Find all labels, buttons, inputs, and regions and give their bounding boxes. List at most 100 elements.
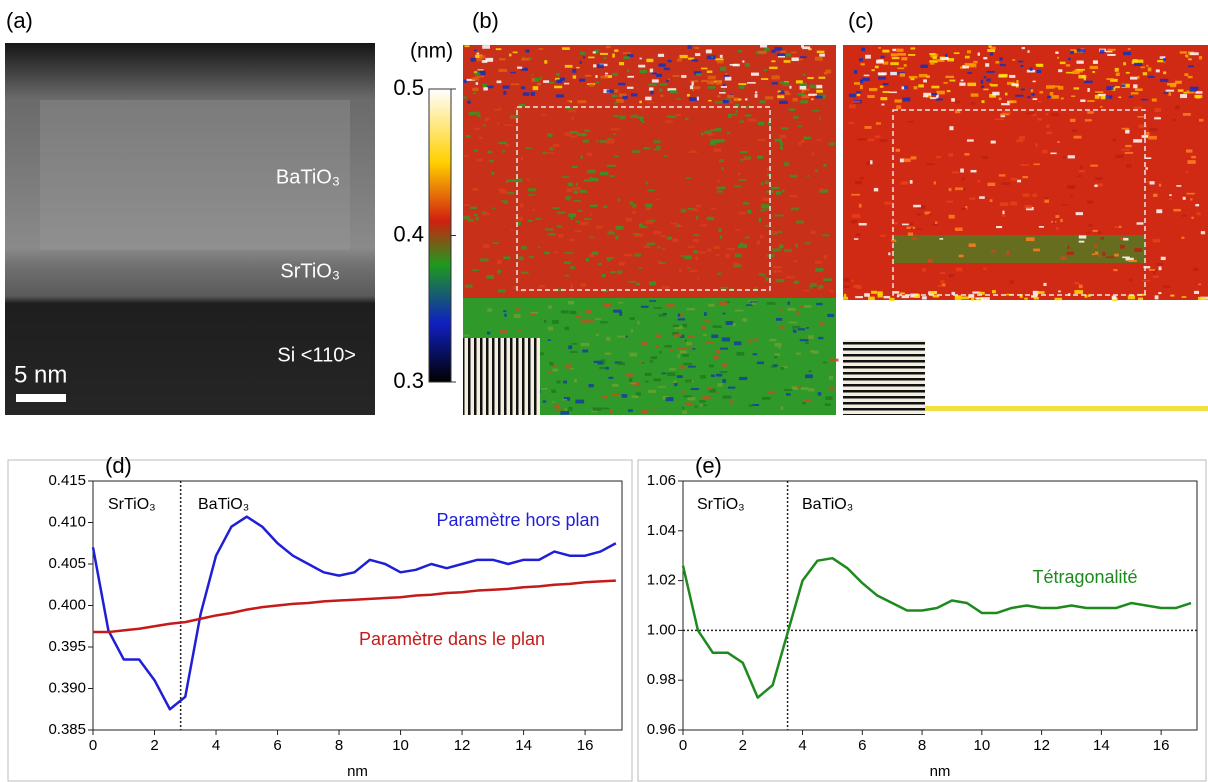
texture xyxy=(1136,59,1144,64)
texture xyxy=(871,290,878,294)
texture xyxy=(776,317,783,321)
texture xyxy=(547,233,556,236)
texture xyxy=(1083,77,1086,81)
texture xyxy=(933,181,936,185)
texture xyxy=(577,209,583,213)
texture xyxy=(552,401,555,404)
texture xyxy=(717,383,723,387)
texture xyxy=(688,97,697,101)
texture xyxy=(663,67,670,71)
texture xyxy=(576,220,580,224)
texture xyxy=(766,168,770,171)
texture xyxy=(502,149,505,153)
texture xyxy=(1043,197,1049,200)
texture xyxy=(1191,216,1194,219)
texture xyxy=(552,365,557,368)
texture xyxy=(1060,97,1064,100)
panel-label: (a) xyxy=(6,8,33,33)
texture xyxy=(1155,69,1160,73)
texture xyxy=(674,325,683,330)
texture xyxy=(678,313,683,317)
x-tick-label: 10 xyxy=(392,737,409,754)
texture xyxy=(611,89,619,93)
texture xyxy=(475,82,479,85)
texture xyxy=(764,47,770,51)
texture xyxy=(873,187,879,192)
texture xyxy=(870,296,875,301)
texture xyxy=(1181,214,1187,217)
texture xyxy=(669,90,678,94)
texture xyxy=(1177,89,1184,92)
texture xyxy=(634,253,641,257)
texture xyxy=(610,271,616,274)
texture xyxy=(998,174,1006,177)
texture xyxy=(932,56,937,60)
texture xyxy=(772,248,782,252)
texture xyxy=(486,274,494,279)
texture xyxy=(733,264,742,268)
texture xyxy=(779,325,785,329)
texture xyxy=(498,68,508,72)
texture xyxy=(463,79,468,83)
texture xyxy=(1051,112,1059,117)
texture xyxy=(744,236,750,239)
texture xyxy=(940,57,949,61)
texture xyxy=(718,301,728,306)
texture xyxy=(727,248,735,251)
texture xyxy=(483,244,490,249)
texture xyxy=(858,203,862,208)
texture xyxy=(769,232,778,235)
texture xyxy=(1071,129,1078,133)
texture xyxy=(527,194,535,196)
texture xyxy=(774,138,782,142)
texture xyxy=(725,321,734,325)
texture xyxy=(981,156,989,159)
texture xyxy=(715,81,722,85)
texture xyxy=(740,242,744,246)
texture xyxy=(525,49,530,53)
texture xyxy=(774,342,782,347)
texture xyxy=(485,57,494,62)
texture xyxy=(692,239,699,243)
texture xyxy=(1159,56,1166,59)
texture xyxy=(517,330,522,333)
texture xyxy=(882,90,890,93)
texture xyxy=(706,216,715,221)
texture xyxy=(715,58,724,61)
texture xyxy=(878,76,887,80)
texture xyxy=(568,345,573,350)
texture xyxy=(751,302,757,305)
texture xyxy=(923,79,927,83)
texture xyxy=(1125,129,1130,134)
texture xyxy=(1012,59,1016,61)
texture xyxy=(538,284,545,288)
texture xyxy=(802,88,810,92)
texture xyxy=(819,117,822,120)
texture xyxy=(570,266,575,269)
texture xyxy=(463,155,469,158)
texture xyxy=(822,234,829,237)
texture xyxy=(1153,271,1156,275)
texture xyxy=(674,382,678,387)
texture xyxy=(699,375,707,379)
texture xyxy=(588,383,594,388)
texture xyxy=(583,179,593,182)
texture xyxy=(562,176,570,178)
texture xyxy=(647,101,655,104)
texture xyxy=(756,361,765,365)
y-tick-label: 0.96 xyxy=(647,721,676,738)
texture xyxy=(589,253,595,258)
texture xyxy=(1153,193,1158,197)
texture xyxy=(1163,285,1171,288)
texture xyxy=(554,404,561,408)
texture xyxy=(606,164,616,167)
texture xyxy=(634,233,643,238)
texture xyxy=(773,266,782,269)
texture xyxy=(855,296,863,299)
texture xyxy=(702,320,712,323)
texture xyxy=(628,409,633,412)
texture xyxy=(977,180,981,183)
texture xyxy=(1035,143,1038,147)
texture xyxy=(1160,256,1166,261)
texture xyxy=(595,333,600,336)
